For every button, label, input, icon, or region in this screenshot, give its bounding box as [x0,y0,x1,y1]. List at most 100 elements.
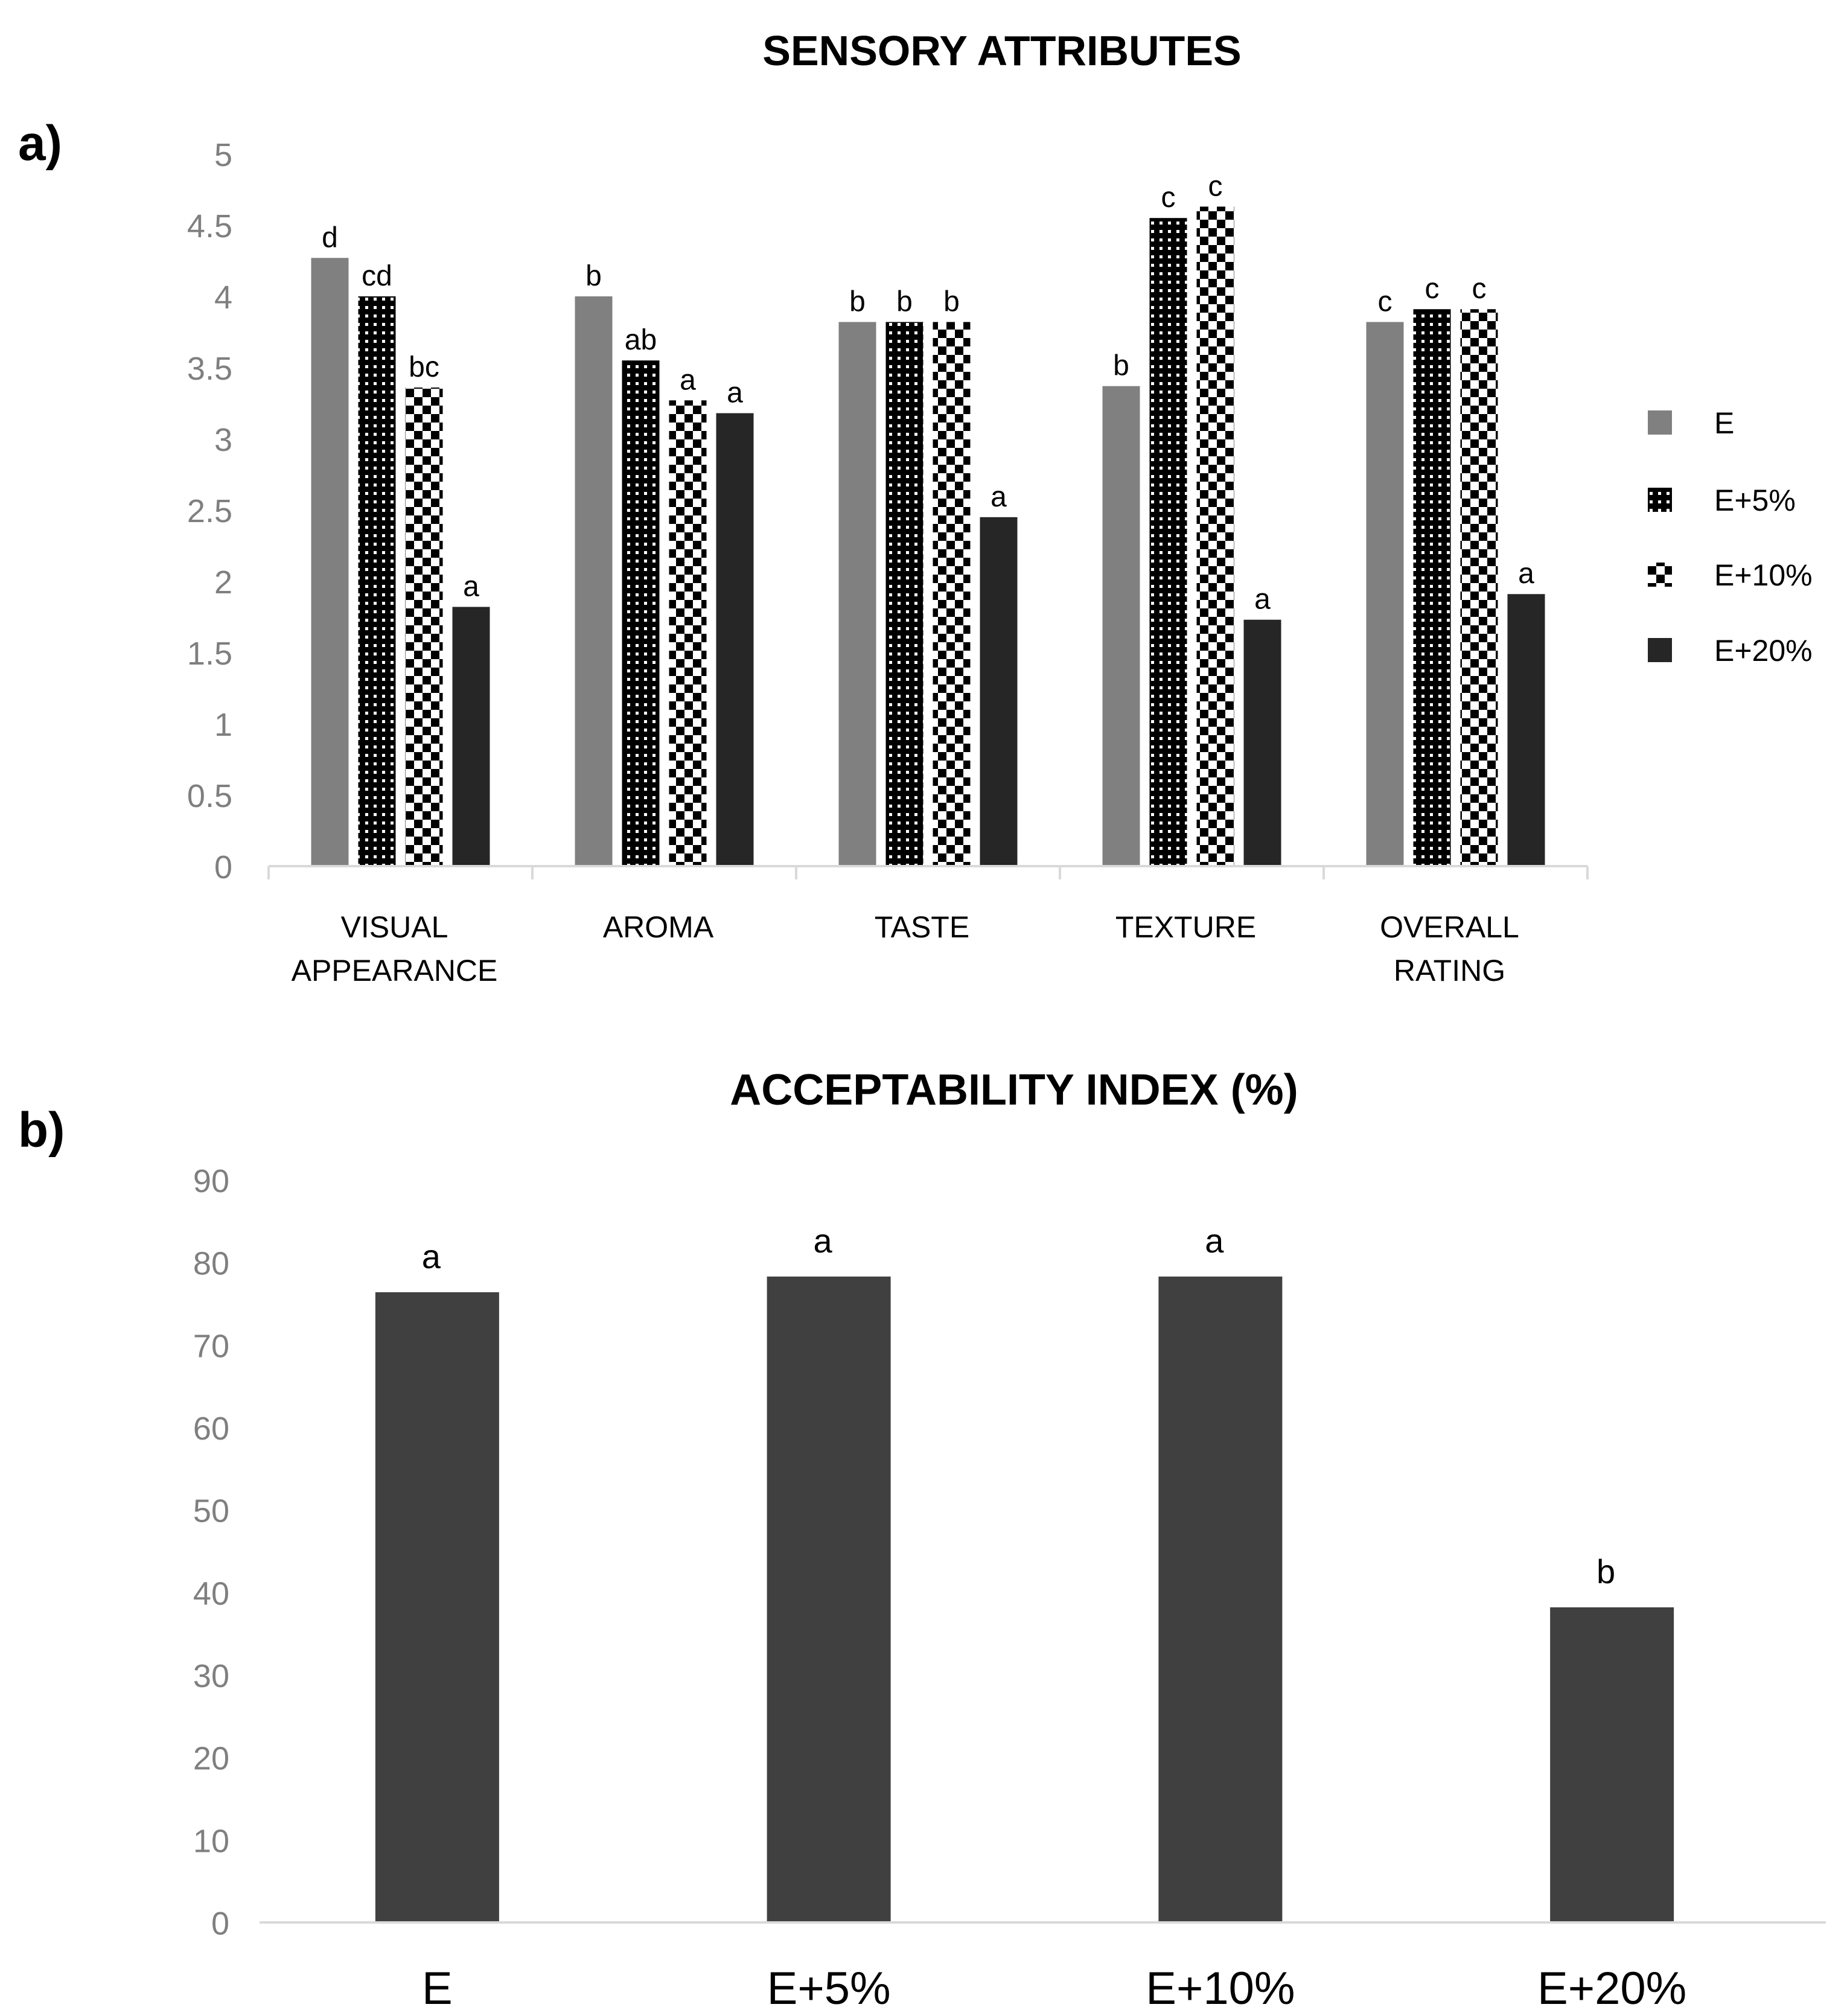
y-tick-label: 0.5 [187,778,232,814]
legend-swatch [1648,488,1672,512]
panel-b-label: b) [18,1103,65,1158]
panel-b-y-axis: 0 10 20 30 40 50 60 70 80 90 [193,1163,229,1942]
bar-letter-label: ab [625,324,657,356]
x-category-label: E [422,1963,453,2013]
y-tick-label: 3 [214,422,232,458]
bar [767,1276,891,1922]
x-category-label: E+10% [1146,1963,1295,2013]
bar-letter-label: a [1205,1222,1224,1260]
y-tick-label: 70 [193,1328,229,1364]
bar-letter-label: a [1518,558,1534,590]
y-tick-label: 4 [214,279,232,316]
x-category-label: AROMA [603,910,714,944]
panel-a-title: SENSORY ATTRIBUTES [762,27,1241,74]
y-tick-label: 20 [193,1741,229,1777]
bar [716,413,754,866]
bar-letter-label: bc [409,351,439,383]
bar-letter-label: b [1597,1552,1615,1590]
x-category-label: OVERALL [1380,910,1519,944]
bar [1550,1607,1674,1922]
y-tick-label: 5 [214,137,232,173]
panel-a-label: a) [18,116,62,171]
bar-letter-label: d [322,222,338,254]
bar [980,517,1018,866]
legend-label: E+10% [1714,558,1813,592]
bar [885,322,924,866]
bar [405,388,443,866]
x-category-label: RATING [1394,954,1505,987]
bar-letter-label: a [422,1237,441,1275]
bar [452,607,490,866]
legend-label: E [1714,406,1734,440]
x-category-label: TASTE [875,910,969,944]
bar [1196,206,1234,866]
x-category-label: VISUAL [341,910,448,944]
bar-letter-label: a [680,364,696,396]
panel-a-y-axis: 0 0.5 1 1.5 2 2.5 3 3.5 4 4.5 5 [187,137,232,885]
y-tick-label: 2 [214,564,232,601]
bar-letter-label: c [1425,273,1440,305]
bar [1149,218,1187,867]
bar [933,322,971,866]
y-tick-label: 0 [214,849,232,885]
legend-swatch [1648,563,1672,587]
panel-b-x-axis: E E+5% E+10% E+20% [260,1921,1826,2014]
bar-letter-label: c [1208,170,1223,202]
x-category-label: TEXTURE [1115,910,1256,944]
y-tick-label: 10 [193,1823,229,1859]
bar [575,296,613,866]
bar-letter-label: b [943,285,960,317]
bar-letter-label: a [463,570,479,602]
bar [622,360,660,866]
y-tick-label: 2.5 [187,493,232,529]
bar [1507,594,1545,866]
y-tick-label: 0 [211,1906,229,1942]
bar [375,1292,499,1922]
y-tick-label: 3.5 [187,351,232,387]
bar [311,258,349,866]
y-tick-label: 30 [193,1658,229,1694]
bar-letter-label: a [990,481,1007,513]
y-tick-label: 50 [193,1493,229,1530]
bar [1413,309,1451,866]
bar [358,296,396,866]
bar-letter-label: a [727,377,743,409]
y-tick-label: 90 [193,1163,229,1199]
panel-a-legend: E E+5% E+10% E+20% [1648,406,1813,668]
x-category-label: E+5% [767,1963,891,2013]
legend-swatch [1648,410,1672,435]
bar-letter-label: b [585,260,602,292]
y-tick-label: 80 [193,1246,229,1282]
bar-letter-label: c [1378,285,1392,317]
bar-letter-label: c [1161,182,1176,214]
x-category-label: E+20% [1537,1963,1686,2013]
legend-label: E+20% [1714,634,1813,668]
bar-letter-label: a [814,1222,833,1260]
y-tick-label: 40 [193,1575,229,1612]
bar [1102,386,1140,866]
legend-label: E+5% [1714,483,1796,517]
panel-a-x-axis: VISUAL APPEARANCE AROMA TASTE TEXTURE OVERALL… [267,865,1589,987]
bar-letter-label: a [1254,584,1271,616]
y-tick-label: 60 [193,1411,229,1447]
x-category-label: APPEARANCE [292,954,498,987]
panel-a: a) SENSORY ATTRIBUTES 0 0.5 1 1.5 2 2.5 3 3.5 4 4… [18,27,1813,987]
bar [838,322,876,866]
y-tick-label: 1 [214,707,232,743]
panel-b-bars: a a a b [375,1222,1674,1922]
bar [669,400,707,866]
legend-swatch [1648,638,1672,662]
panel-b-title: ACCEPTABILITY INDEX (%) [730,1066,1298,1114]
bar [1243,619,1281,866]
bar-letter-label: c [1472,273,1487,305]
bar-letter-label: b [896,285,913,317]
bar [1366,322,1404,866]
y-tick-label: 4.5 [187,208,232,244]
bar [1158,1276,1283,1922]
y-tick-label: 1.5 [187,636,232,672]
bar [1460,309,1498,866]
panel-b: b) ACCEPTABILITY INDEX (%) 0 10 20 30 40 50 60… [18,1066,1826,2014]
